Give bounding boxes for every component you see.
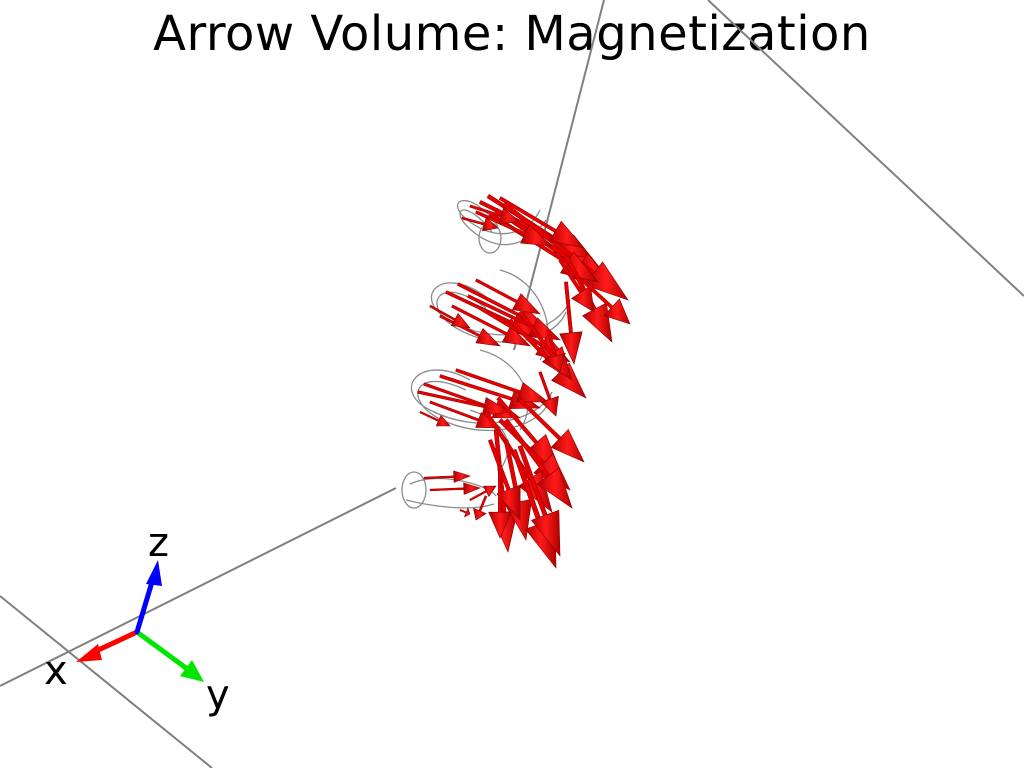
- plot-title: Arrow Volume: Magnetization: [153, 6, 871, 62]
- magnetization-arrows: [417, 193, 631, 569]
- magnetization-arrow: [475, 278, 541, 315]
- magnetization-arrow: [423, 470, 471, 483]
- magnetization-arrow: [518, 398, 585, 463]
- arrow-head: [536, 467, 573, 509]
- magnetization-arrow: [538, 371, 559, 417]
- helix-outline: [405, 499, 495, 509]
- arrow-head: [540, 395, 559, 417]
- arrow-head: [559, 331, 583, 365]
- z-axis-arrowhead: [146, 560, 162, 586]
- magnetization-arrow: [469, 485, 497, 502]
- arrow-head: [584, 261, 629, 301]
- helix-outline: [409, 477, 497, 497]
- arrow-head: [482, 217, 499, 232]
- arrow-shaft: [459, 509, 467, 514]
- magnetization-arrow: [473, 495, 488, 521]
- arrow-shaft: [498, 469, 502, 513]
- frame-line: [513, 0, 605, 351]
- y-axis-arrowhead: [180, 660, 204, 682]
- arrow-head: [516, 382, 549, 403]
- magnetization-arrow: [461, 216, 499, 232]
- arrow-head: [473, 507, 487, 521]
- y-axis-shaft: [134, 629, 189, 671]
- arrow-head: [571, 285, 595, 313]
- arrow-head: [501, 325, 531, 347]
- magnetization-arrow: [488, 469, 512, 539]
- arrow-head: [475, 328, 501, 347]
- arrow-head: [463, 482, 481, 495]
- arrow-head: [511, 293, 541, 315]
- arrow-head: [520, 224, 553, 247]
- helix-outline: [417, 380, 549, 432]
- frame-line: [707, 0, 1024, 297]
- arrow-head: [453, 470, 471, 483]
- arrow-head: [463, 507, 471, 518]
- arrow-head: [435, 414, 451, 427]
- arrow-head: [603, 298, 631, 325]
- z-axis-shaft: [134, 579, 155, 635]
- magnetization-arrow: [417, 390, 511, 416]
- magnetization-arrow: [439, 314, 501, 347]
- magnetization-arrow: [459, 507, 471, 518]
- magnetization-arrow: [580, 278, 631, 325]
- helix-outline: [469, 409, 509, 471]
- x-axis-shaft: [91, 629, 140, 655]
- magnetization-arrow: [504, 418, 573, 509]
- arrow-head: [530, 509, 561, 557]
- helix-outline: [479, 349, 529, 431]
- frame-line: [0, 487, 397, 687]
- magnetization-arrow: [498, 196, 585, 249]
- helix-outline: [410, 369, 553, 424]
- z-axis-label: z: [148, 520, 169, 566]
- arrow-head: [498, 207, 521, 224]
- magnetization-arrow: [545, 329, 566, 373]
- magnetization-arrow: [469, 204, 521, 224]
- tube-end-cap: [401, 471, 427, 509]
- magnetization-arrow: [455, 368, 549, 403]
- magnetization-arrow: [429, 304, 471, 329]
- orientation-axes-widget: x y z: [44, 520, 230, 718]
- y-axis-label: y: [206, 672, 230, 718]
- magnetization-arrow: [451, 304, 531, 347]
- magnetization-arrow: [429, 482, 481, 495]
- arrow-head: [488, 511, 512, 539]
- arrow-head: [450, 313, 471, 329]
- arrow-shaft: [564, 281, 573, 334]
- magnetization-arrow: [558, 258, 595, 313]
- magnetization-arrow: [559, 281, 583, 365]
- arrow-head: [549, 220, 585, 249]
- arrow-shaft: [478, 495, 488, 512]
- arrow-head: [582, 302, 613, 343]
- arrow-head: [545, 352, 566, 373]
- magnetization-arrow: [517, 444, 561, 557]
- arrow-shaft: [475, 278, 518, 304]
- arrow-shaft: [429, 487, 465, 492]
- arrow-shaft: [538, 371, 552, 401]
- x-axis-label: x: [44, 648, 68, 694]
- arrow-head: [550, 429, 585, 463]
- magnetization-arrow: [487, 439, 521, 521]
- arrow-head: [496, 484, 521, 521]
- x-axis-arrowhead: [76, 644, 102, 662]
- helix-outline: [430, 282, 571, 336]
- arrow-head: [481, 397, 511, 416]
- arrow-head: [482, 485, 497, 498]
- frame-line: [0, 595, 213, 768]
- magnetization-arrow: [419, 410, 451, 427]
